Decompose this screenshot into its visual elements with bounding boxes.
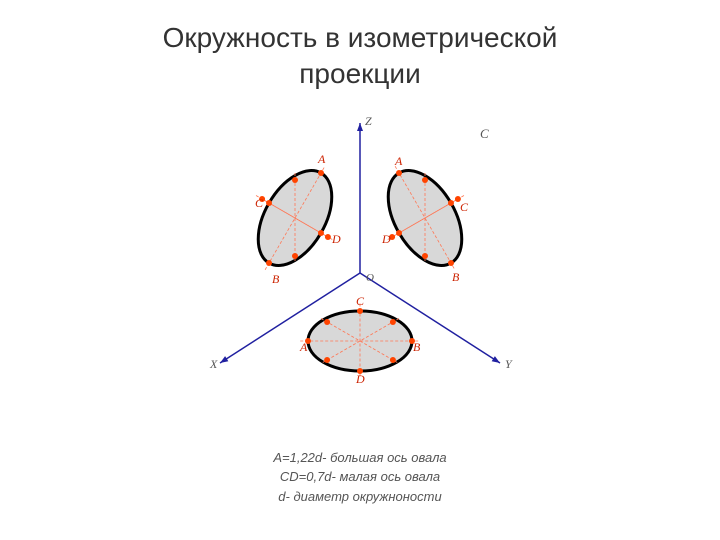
svg-text:D: D (381, 232, 391, 246)
svg-text:C: C (460, 200, 469, 214)
svg-text:Z: Z (365, 114, 372, 128)
svg-text:X: X (209, 357, 218, 371)
svg-text:D: D (331, 232, 341, 246)
svg-text:Y: Y (505, 357, 513, 371)
svg-text:D: D (355, 372, 365, 386)
svg-text:A: A (394, 154, 403, 168)
svg-text:O: O (366, 272, 374, 284)
svg-text:B: B (452, 270, 460, 284)
page-title: Окружность в изометрической проекции (0, 0, 720, 93)
title-line-1: Окружность в изометрической (163, 22, 558, 53)
svg-text:C: C (356, 294, 365, 308)
svg-text:C: C (255, 196, 264, 210)
svg-text:B: B (413, 340, 421, 354)
svg-text:B: B (272, 272, 280, 286)
svg-text:A: A (299, 340, 308, 354)
caption-line-1: A=1,22d- большая ось овала (273, 450, 446, 465)
svg-text:A: A (317, 152, 326, 166)
diagram-container: ZXYOCABCDABCDABCD (160, 103, 560, 443)
title-line-2: проекции (299, 58, 420, 89)
svg-text:C: C (480, 126, 489, 141)
caption-line-2: CD=0,7d- малая ось овала (280, 469, 440, 484)
isometric-diagram: ZXYOCABCDABCDABCD (160, 103, 560, 443)
caption-line-3: d- диаметр окружноности (278, 489, 441, 504)
caption: A=1,22d- большая ось овала CD=0,7d- мала… (0, 448, 720, 507)
